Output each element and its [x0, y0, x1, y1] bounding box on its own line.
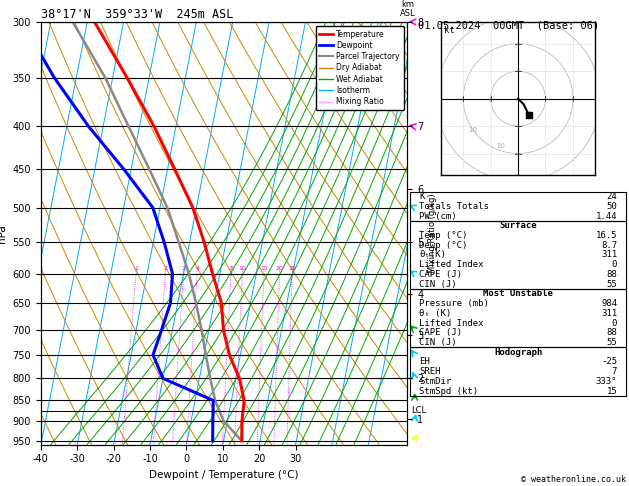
Text: 10: 10 — [469, 126, 477, 133]
Text: Totals Totals: Totals Totals — [419, 202, 489, 211]
Text: 2: 2 — [164, 266, 167, 271]
Text: 311: 311 — [601, 309, 617, 318]
Text: -25: -25 — [601, 358, 617, 366]
Text: Lifted Index: Lifted Index — [419, 260, 484, 269]
Text: Lifted Index: Lifted Index — [419, 318, 484, 328]
Bar — [410, 289, 626, 347]
Text: Temp (°C): Temp (°C) — [419, 231, 467, 240]
Text: CAPE (J): CAPE (J) — [419, 329, 462, 337]
Text: CIN (J): CIN (J) — [419, 338, 457, 347]
X-axis label: Dewpoint / Temperature (°C): Dewpoint / Temperature (°C) — [149, 470, 299, 480]
Text: Hodograph: Hodograph — [494, 348, 542, 357]
Text: SREH: SREH — [419, 367, 440, 376]
Text: Surface: Surface — [499, 221, 537, 230]
Text: StmSpd (kt): StmSpd (kt) — [419, 387, 478, 396]
Text: Mixing Ratio (g/kg): Mixing Ratio (g/kg) — [428, 193, 437, 273]
Text: 4: 4 — [195, 266, 199, 271]
Text: 3: 3 — [182, 266, 186, 271]
Text: 55: 55 — [606, 338, 617, 347]
Text: 50: 50 — [606, 202, 617, 211]
Text: 20: 20 — [496, 143, 505, 149]
Text: 55: 55 — [606, 279, 617, 289]
Bar — [410, 221, 626, 289]
Text: 88: 88 — [606, 329, 617, 337]
Text: 7: 7 — [612, 367, 617, 376]
Bar — [410, 191, 626, 221]
Y-axis label: hPa: hPa — [0, 224, 7, 243]
Text: 15: 15 — [260, 266, 268, 271]
Text: © weatheronline.co.uk: © weatheronline.co.uk — [521, 474, 626, 484]
Text: LCL: LCL — [411, 406, 426, 416]
Text: Dewp (°C): Dewp (°C) — [419, 241, 467, 250]
Text: 8.7: 8.7 — [601, 241, 617, 250]
Text: PW (cm): PW (cm) — [419, 211, 457, 221]
Text: 984: 984 — [601, 299, 617, 308]
Text: Most Unstable: Most Unstable — [483, 289, 553, 298]
Text: 0: 0 — [612, 318, 617, 328]
Text: K: K — [419, 192, 425, 201]
Text: 0: 0 — [612, 260, 617, 269]
Text: θₜ(K): θₜ(K) — [419, 250, 446, 260]
Text: CIN (J): CIN (J) — [419, 279, 457, 289]
Text: 8: 8 — [229, 266, 233, 271]
Text: 88: 88 — [606, 270, 617, 279]
Text: 01.05.2024  00GMT  (Base: 06): 01.05.2024 00GMT (Base: 06) — [418, 20, 599, 31]
Text: 10: 10 — [239, 266, 247, 271]
Text: kt: kt — [444, 26, 455, 35]
Text: StmDir: StmDir — [419, 377, 451, 386]
Text: 1.44: 1.44 — [596, 211, 617, 221]
Bar — [410, 347, 626, 396]
Text: 333°: 333° — [596, 377, 617, 386]
Text: 24: 24 — [606, 192, 617, 201]
Text: CAPE (J): CAPE (J) — [419, 270, 462, 279]
Text: 15: 15 — [606, 387, 617, 396]
Text: 1: 1 — [134, 266, 138, 271]
Text: 20: 20 — [276, 266, 284, 271]
Text: Pressure (mb): Pressure (mb) — [419, 299, 489, 308]
Text: 38°17'N  359°33'W  245m ASL: 38°17'N 359°33'W 245m ASL — [41, 8, 233, 21]
Text: 25: 25 — [288, 266, 296, 271]
Text: EH: EH — [419, 358, 430, 366]
Text: 16.5: 16.5 — [596, 231, 617, 240]
Text: km
ASL: km ASL — [399, 0, 415, 17]
Legend: Temperature, Dewpoint, Parcel Trajectory, Dry Adiabat, Wet Adiabat, Isotherm, Mi: Temperature, Dewpoint, Parcel Trajectory… — [316, 26, 404, 110]
Text: θₜ (K): θₜ (K) — [419, 309, 451, 318]
Text: 311: 311 — [601, 250, 617, 260]
